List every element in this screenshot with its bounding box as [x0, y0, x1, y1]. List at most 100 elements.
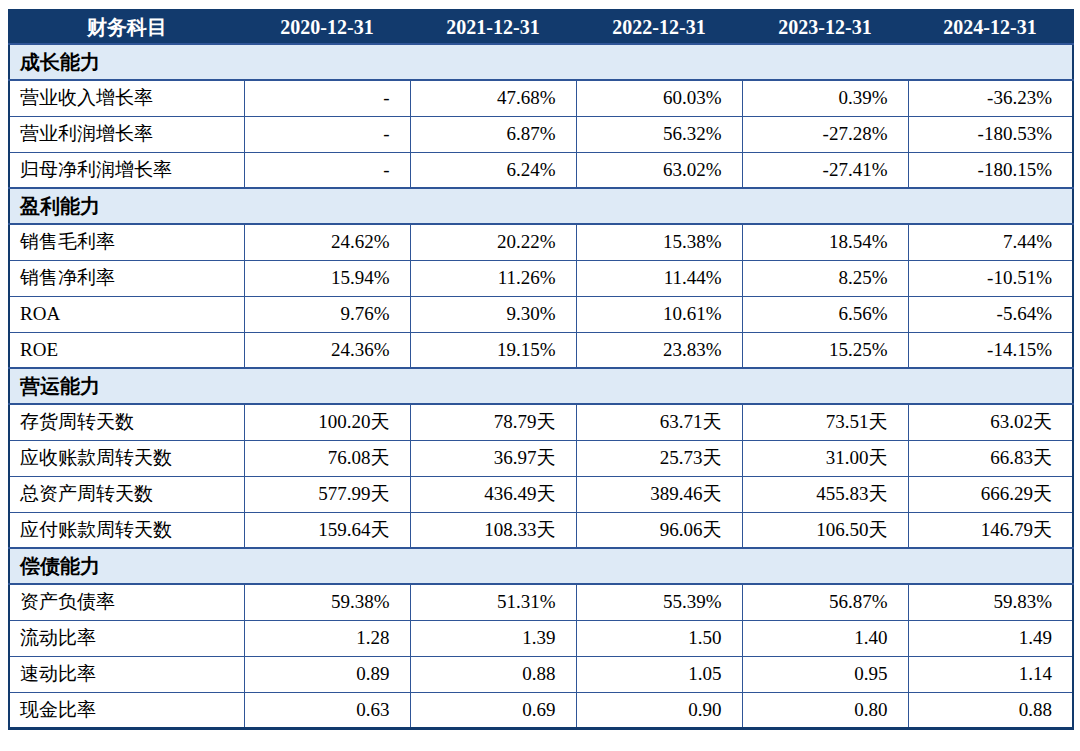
value-cell: 24.36%: [244, 332, 410, 368]
value-cell: 11.44%: [576, 260, 742, 296]
value-cell: 66.83天: [908, 440, 1073, 476]
row-label: 现金比率: [9, 692, 244, 728]
table-row: 营业收入增长率-47.68%60.03%0.39%-36.23%: [9, 80, 1073, 116]
value-cell: 6.24%: [410, 152, 576, 188]
value-cell: 106.50天: [742, 512, 908, 548]
value-cell: 1.28: [244, 620, 410, 656]
value-cell: 36.97天: [410, 440, 576, 476]
value-cell: -180.53%: [908, 116, 1073, 152]
row-label: 资产负债率: [9, 584, 244, 620]
value-cell: 0.95: [742, 656, 908, 692]
section-row-2: 营运能力: [9, 368, 1073, 404]
value-cell: 159.64天: [244, 512, 410, 548]
row-label: ROA: [9, 296, 244, 332]
value-cell: 63.02%: [576, 152, 742, 188]
value-cell: 15.94%: [244, 260, 410, 296]
table-row: ROE24.36%19.15%23.83%15.25%-14.15%: [9, 332, 1073, 368]
row-label: 营业收入增长率: [9, 80, 244, 116]
value-cell: 15.38%: [576, 224, 742, 260]
value-cell: -36.23%: [908, 80, 1073, 116]
row-label: 应收账款周转天数: [9, 440, 244, 476]
value-cell: 1.49: [908, 620, 1073, 656]
value-cell: 10.61%: [576, 296, 742, 332]
value-cell: 6.87%: [410, 116, 576, 152]
table-row: 销售净利率15.94%11.26%11.44%8.25%-10.51%: [9, 260, 1073, 296]
value-cell: -10.51%: [908, 260, 1073, 296]
value-cell: 0.80: [742, 692, 908, 728]
value-cell: 15.25%: [742, 332, 908, 368]
table-body: 成长能力营业收入增长率-47.68%60.03%0.39%-36.23%营业利润…: [9, 44, 1073, 728]
value-cell: 436.49天: [410, 476, 576, 512]
value-cell: -: [244, 152, 410, 188]
value-cell: 31.00天: [742, 440, 908, 476]
value-cell: 1.14: [908, 656, 1073, 692]
value-cell: 9.30%: [410, 296, 576, 332]
value-cell: -: [244, 116, 410, 152]
table-row: 应付账款周转天数159.64天108.33天96.06天106.50天146.7…: [9, 512, 1073, 548]
value-cell: 96.06天: [576, 512, 742, 548]
value-cell: 63.02天: [908, 404, 1073, 440]
row-label: 速动比率: [9, 656, 244, 692]
row-label: 应付账款周转天数: [9, 512, 244, 548]
section-row-0: 成长能力: [9, 44, 1073, 80]
value-cell: -180.15%: [908, 152, 1073, 188]
value-cell: 78.79天: [410, 404, 576, 440]
value-cell: 11.26%: [410, 260, 576, 296]
value-cell: 56.32%: [576, 116, 742, 152]
section-title: 成长能力: [9, 44, 1073, 80]
section-title: 营运能力: [9, 368, 1073, 404]
section-row-3: 偿债能力: [9, 548, 1073, 584]
row-label: 归母净利润增长率: [9, 152, 244, 188]
value-cell: 577.99天: [244, 476, 410, 512]
table-row: 应收账款周转天数76.08天36.97天25.73天31.00天66.83天: [9, 440, 1073, 476]
table-row: 现金比率0.630.690.900.800.88: [9, 692, 1073, 728]
table-row: 存货周转天数100.20天78.79天63.71天73.51天63.02天: [9, 404, 1073, 440]
value-cell: 25.73天: [576, 440, 742, 476]
value-cell: 0.90: [576, 692, 742, 728]
value-cell: 8.25%: [742, 260, 908, 296]
value-cell: -: [244, 80, 410, 116]
column-header-date-2023: 2023-12-31: [742, 10, 908, 44]
value-cell: 0.39%: [742, 80, 908, 116]
value-cell: 59.38%: [244, 584, 410, 620]
value-cell: 7.44%: [908, 224, 1073, 260]
column-header-date-2020: 2020-12-31: [244, 10, 410, 44]
value-cell: 0.88: [908, 692, 1073, 728]
value-cell: 19.15%: [410, 332, 576, 368]
value-cell: 146.79天: [908, 512, 1073, 548]
value-cell: 1.50: [576, 620, 742, 656]
table-row: 营业利润增长率-6.87%56.32%-27.28%-180.53%: [9, 116, 1073, 152]
value-cell: 1.05: [576, 656, 742, 692]
row-label: 营业利润增长率: [9, 116, 244, 152]
value-cell: 666.29天: [908, 476, 1073, 512]
value-cell: 60.03%: [576, 80, 742, 116]
financial-indicators-table: 财务科目 2020-12-31 2021-12-31 2022-12-31 20…: [8, 9, 1074, 730]
table-row: 销售毛利率24.62%20.22%15.38%18.54%7.44%: [9, 224, 1073, 260]
value-cell: 0.88: [410, 656, 576, 692]
value-cell: 100.20天: [244, 404, 410, 440]
table-row: 流动比率1.281.391.501.401.49: [9, 620, 1073, 656]
value-cell: 108.33天: [410, 512, 576, 548]
value-cell: 51.31%: [410, 584, 576, 620]
table-row: 总资产周转天数577.99天436.49天389.46天455.83天666.2…: [9, 476, 1073, 512]
value-cell: 24.62%: [244, 224, 410, 260]
value-cell: -27.41%: [742, 152, 908, 188]
value-cell: 9.76%: [244, 296, 410, 332]
value-cell: 389.46天: [576, 476, 742, 512]
value-cell: 0.63: [244, 692, 410, 728]
table-row: 资产负债率59.38%51.31%55.39%56.87%59.83%: [9, 584, 1073, 620]
column-header-account: 财务科目: [9, 10, 244, 44]
section-row-1: 盈利能力: [9, 188, 1073, 224]
row-label: ROE: [9, 332, 244, 368]
row-label: 销售净利率: [9, 260, 244, 296]
table-row: 归母净利润增长率-6.24%63.02%-27.41%-180.15%: [9, 152, 1073, 188]
value-cell: 20.22%: [410, 224, 576, 260]
section-title: 盈利能力: [9, 188, 1073, 224]
value-cell: 1.40: [742, 620, 908, 656]
value-cell: 76.08天: [244, 440, 410, 476]
row-label: 销售毛利率: [9, 224, 244, 260]
value-cell: 6.56%: [742, 296, 908, 332]
value-cell: 63.71天: [576, 404, 742, 440]
section-title: 偿债能力: [9, 548, 1073, 584]
column-header-date-2024: 2024-12-31: [908, 10, 1073, 44]
